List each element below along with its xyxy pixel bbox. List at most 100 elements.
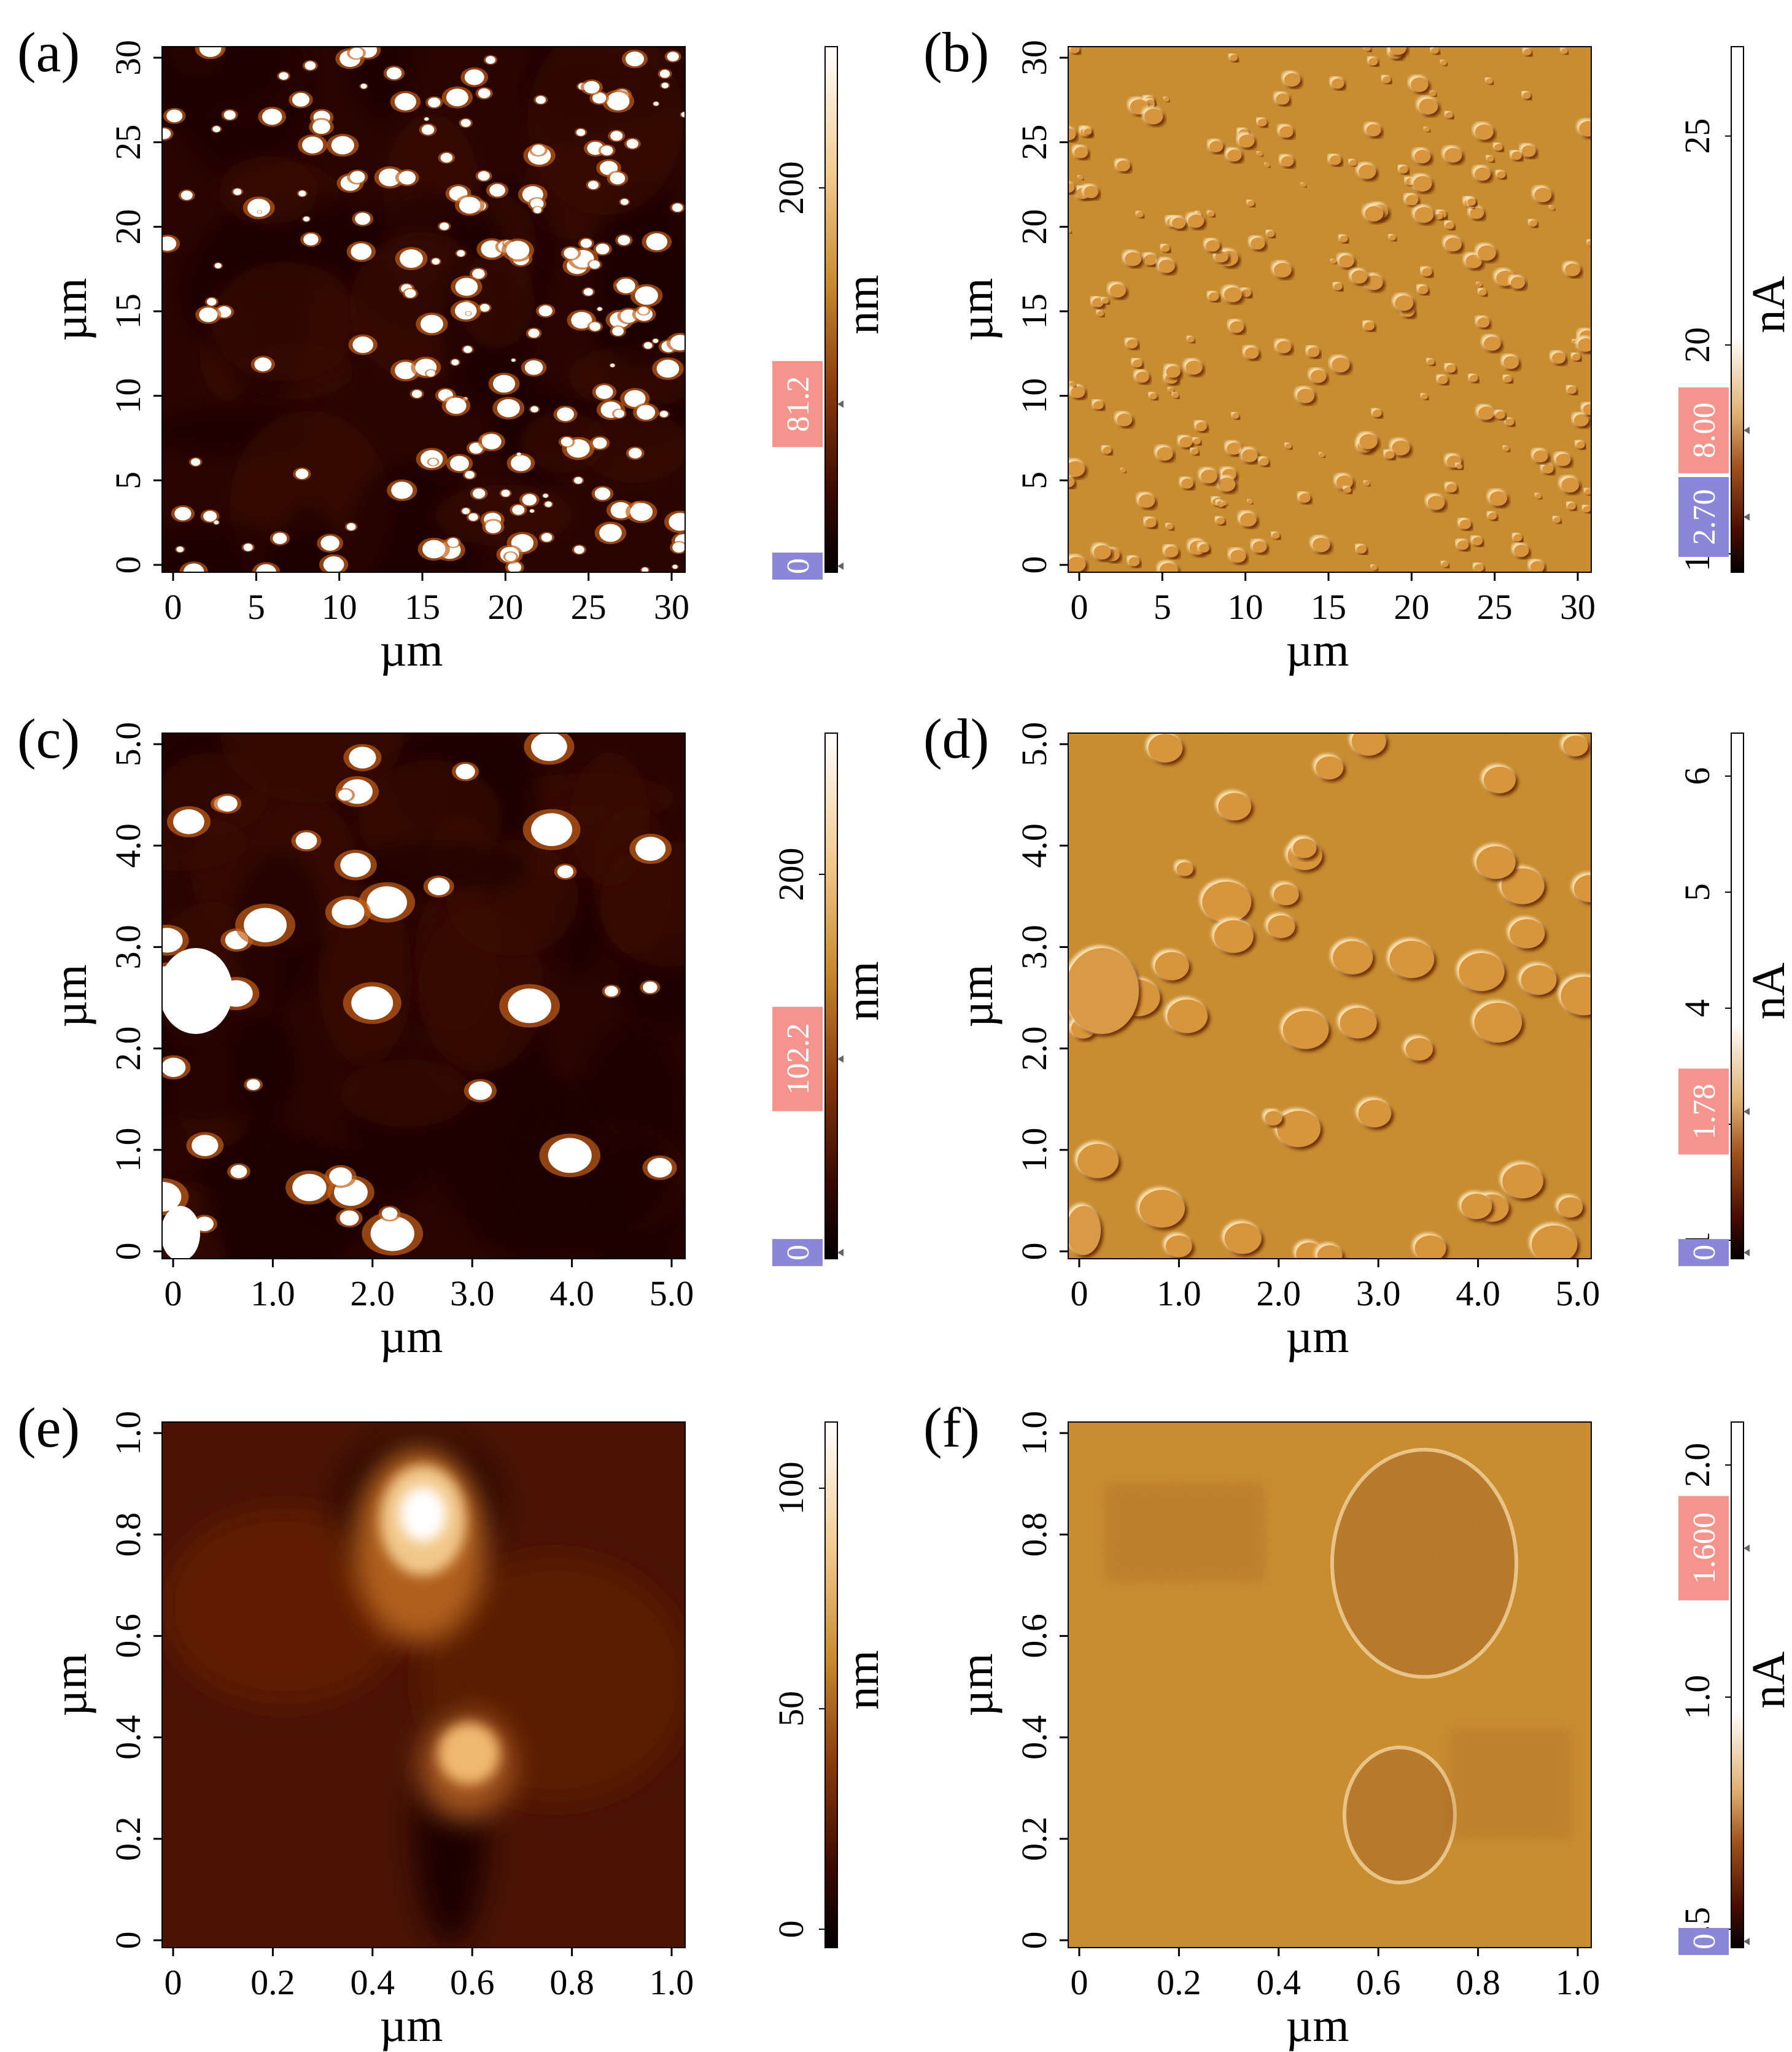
colorbar-unit: nA (1743, 1651, 1792, 1708)
y-tick-label: 20 (108, 209, 148, 244)
colorbar-tick-label: 6 (1677, 768, 1717, 785)
y-tick-label: 30 (1014, 40, 1054, 76)
x-tick-label: 0 (165, 587, 182, 627)
y-tick-label: 4.0 (108, 823, 148, 868)
x-tick-label: 20 (1394, 587, 1429, 627)
x-tick-label: 30 (1560, 587, 1596, 627)
marker-bottom[interactable]: 0 (1678, 1239, 1750, 1266)
y-tick-label: 15 (108, 293, 148, 329)
x-tick-label: 0.6 (450, 1962, 495, 2002)
y-tick-label: 25 (1014, 125, 1054, 160)
panel-label: (e) (17, 1396, 80, 1459)
y-tick-label: 1.0 (1014, 1411, 1054, 1456)
x-tick-label: 0 (1071, 587, 1088, 627)
colorbar-tick-label: 2.0 (1677, 1443, 1717, 1488)
x-tick-label: 5 (247, 587, 265, 627)
marker-bottom-value: 0 (1687, 1933, 1722, 1949)
colorbar-unit: nm (837, 961, 888, 1020)
y-tick-label: 20 (1014, 209, 1054, 244)
panel-f: (f) 0 0.2 0.4 0.6 0.8 1.0 µm 0 0.2 0.4 0.6 0.8 1.0 µm 0… (923, 1396, 1792, 2051)
marker-bottom[interactable]: 0 (772, 1239, 844, 1266)
y-tick-label: 2.0 (1014, 1026, 1054, 1071)
x-axis-label: µm (1286, 1311, 1349, 1362)
x-tick-label: 0.2 (1157, 1962, 1201, 2002)
marker-bottom[interactable]: 0 (1678, 1928, 1750, 1955)
panel-a: (a) 0 5 10 15 20 25 30 µm 0 5 10 15 20 25 30 µm 200 nm 81.2… (17, 21, 888, 676)
marker-top[interactable]: 81.2 (772, 361, 844, 448)
y-tick-label: 0.6 (108, 1614, 148, 1658)
y-tick-label: 1.0 (108, 1411, 148, 1456)
y-tick-label: 0.8 (1014, 1512, 1054, 1557)
y-axis-label: µm (45, 278, 96, 341)
y-tick-label: 30 (108, 40, 148, 76)
colorbar-tick-label: 5 (1677, 884, 1717, 901)
marker-top-value: 8.00 (1687, 402, 1722, 458)
colorbar: 0 50 100 nm (771, 1421, 888, 1948)
x-tick-label: 1.0 (1157, 1273, 1201, 1313)
marker-top[interactable]: 102.2 (772, 1006, 844, 1111)
y-tick-label: 5 (108, 472, 148, 489)
y-tick-label: 5.0 (1014, 722, 1054, 767)
marker-top-value: 1.78 (1687, 1084, 1722, 1140)
colorbar-tick-label: 1.0 (1677, 1675, 1717, 1720)
x-tick-label: 25 (1477, 587, 1513, 627)
x-axis-label: µm (380, 624, 443, 676)
y-tick-label: 0 (108, 1243, 148, 1261)
x-tick-label: 3.0 (1356, 1273, 1401, 1313)
colorbar-unit: nA (1743, 276, 1792, 333)
x-axis-label: µm (1286, 624, 1349, 676)
panel-d: (d) 0 1.0 2.0 3.0 4.0 5.0 µm 0 1.0 2.0 3.0 4.0 5.0 µm 1… (923, 707, 1792, 1362)
colorbar-tick-label: 200 (771, 848, 811, 901)
x-tick-label: 15 (405, 587, 440, 627)
x-tick-label: 30 (654, 587, 689, 627)
marker-top-value: 1.600 (1687, 1512, 1722, 1584)
y-tick-label: 3.0 (1014, 925, 1054, 970)
x-tick-label: 5 (1154, 587, 1171, 627)
marker-top-value: 81.2 (781, 376, 816, 432)
x-axis-label: µm (380, 1311, 443, 1362)
afm-image (162, 733, 685, 1259)
colorbar: 152025nA8.002.70 (1677, 46, 1792, 573)
x-tick-label: 0.4 (1257, 1962, 1301, 2002)
y-tick-label: 25 (108, 125, 148, 160)
marker-bottom-value: 2.70 (1687, 489, 1722, 545)
colorbar-tick-label: 20 (1677, 327, 1717, 363)
marker-bottom[interactable]: 0 (772, 553, 844, 580)
y-tick-label: 0.4 (1014, 1715, 1054, 1760)
colorbar-tick-label: 100 (771, 1461, 811, 1515)
y-tick-label: 2.0 (108, 1026, 148, 1071)
marker-top[interactable]: 8.00 (1678, 387, 1750, 473)
y-tick-label: 3.0 (108, 925, 148, 970)
colorbar-tick-label: 0 (771, 1921, 811, 1938)
panel-b: (b)051015202530µm051015202530µm152025nA8… (923, 21, 1792, 676)
marker-top[interactable]: 1.600 (1678, 1496, 1750, 1601)
colorbar-unit: nm (837, 274, 888, 334)
colorbar: 200 nm 81.2 0 (771, 46, 888, 580)
panel-label: (b) (923, 21, 989, 84)
colorbar-unit: nm (837, 1650, 888, 1709)
colorbar: 13456nA1.780 (1677, 733, 1792, 1266)
x-tick-label: 0.8 (549, 1962, 594, 2002)
y-tick-label: 10 (108, 378, 148, 414)
marker-top[interactable]: 1.78 (1678, 1068, 1750, 1155)
colorbar-tick-label: 4 (1677, 1000, 1717, 1017)
colorbar: 200 nm 102.2 0 (771, 733, 888, 1266)
y-tick-label: 0 (1014, 1932, 1054, 1949)
y-axis-label: µm (45, 1654, 96, 1717)
x-axis-label: µm (380, 2000, 443, 2051)
x-tick-label: 0.8 (1456, 1962, 1500, 2002)
panel-label: (f) (923, 1396, 980, 1459)
y-axis-label: µm (45, 965, 96, 1028)
y-tick-label: 4.0 (1014, 823, 1054, 868)
x-tick-label: 0 (165, 1962, 182, 2002)
y-tick-label: 0.4 (108, 1715, 148, 1760)
x-axis-label: µm (1286, 2000, 1349, 2051)
afm-image (162, 47, 685, 572)
x-tick-label: 0 (1071, 1273, 1088, 1313)
y-tick-label: 0 (1014, 556, 1054, 574)
colorbar-tick-label: 50 (771, 1691, 811, 1727)
marker-bottom[interactable]: 2.70 (1678, 477, 1750, 557)
x-tick-label: 2.0 (351, 1273, 395, 1313)
